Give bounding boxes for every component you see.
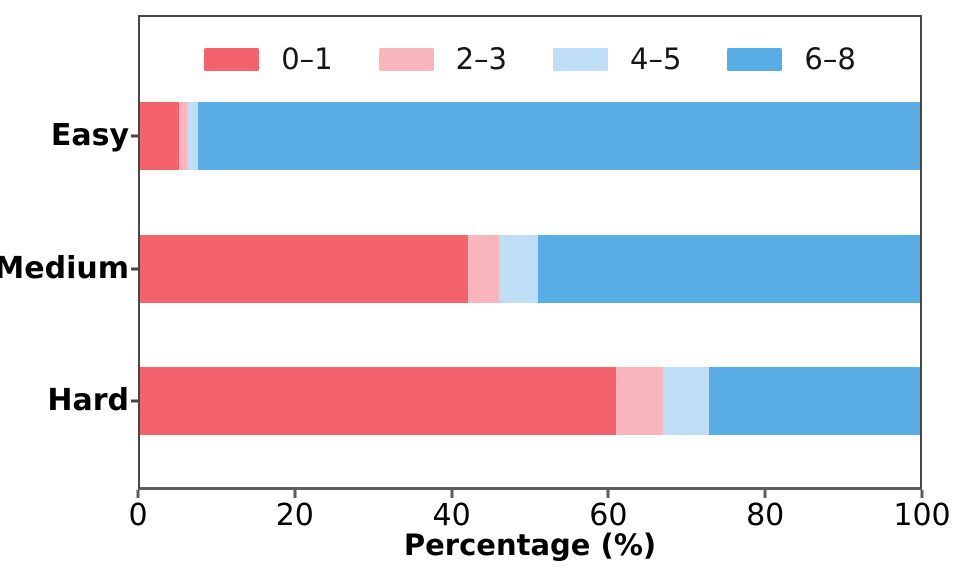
y-tick-label-easy: Easy: [50, 118, 129, 153]
legend-swatch-0-1: [204, 48, 260, 71]
bar-easy-segment-2-3: [179, 102, 187, 170]
bar-hard-segment-0-1: [140, 367, 616, 435]
bar-easy: [140, 102, 920, 170]
y-tick-label-medium: Medium: [0, 251, 129, 286]
legend-label-6-8: 6–8: [804, 42, 856, 76]
x-tick-label-60: 60: [589, 498, 628, 533]
bar-hard: [140, 367, 920, 435]
y-tick-mark-medium: [131, 267, 139, 271]
legend-label-4-5: 4–5: [630, 42, 682, 76]
x-tick-mark-40: [450, 490, 454, 498]
x-tick-label-0: 0: [128, 498, 148, 533]
x-tick-label-100: 100: [893, 498, 951, 533]
legend-item-2-3: 2–3: [378, 42, 507, 76]
bar-medium-segment-6-8: [537, 235, 920, 303]
bar-medium-segment-2-3: [467, 235, 499, 303]
bar-easy-segment-6-8: [198, 102, 920, 170]
bar-hard-segment-6-8: [709, 367, 920, 435]
x-tick-label-80: 80: [746, 498, 785, 533]
y-tick-label-hard: Hard: [47, 383, 129, 418]
legend-swatch-4-5: [553, 48, 608, 71]
x-tick-mark-80: [763, 490, 767, 498]
legend-swatch-2-3: [378, 48, 434, 71]
x-axis-title: Percentage (%): [403, 528, 657, 562]
y-axis: Easy Medium Hard: [0, 0, 139, 586]
y-tick-mark-hard: [131, 399, 139, 403]
bar-easy-segment-0-1: [140, 102, 179, 170]
y-tick-mark-easy: [131, 134, 139, 138]
x-tick-label-40: 40: [432, 498, 471, 533]
x-tick-label-20: 20: [275, 498, 314, 533]
x-tick-mark-100: [920, 490, 924, 498]
legend-item-6-8: 6–8: [727, 42, 856, 76]
legend-swatch-6-8: [727, 48, 783, 71]
x-tick-mark-20: [293, 490, 297, 498]
legend-item-4-5: 4–5: [553, 45, 681, 74]
x-tick-mark-60: [606, 490, 610, 498]
legend-item-0-1: 0–1: [204, 42, 333, 76]
plot-area: 0–1 2–3 4–5 6–8: [138, 15, 922, 490]
bar-hard-segment-4-5: [662, 367, 710, 435]
bar-hard-segment-2-3: [615, 367, 663, 435]
legend: 0–1 2–3 4–5 6–8: [140, 45, 920, 74]
x-tick-mark-0: [136, 490, 140, 498]
bar-medium-segment-0-1: [140, 235, 468, 303]
bar-medium-segment-4-5: [498, 235, 538, 303]
legend-label-2-3: 2–3: [455, 42, 507, 76]
legend-label-0-1: 0–1: [281, 42, 333, 76]
bar-easy-segment-4-5: [186, 102, 199, 170]
bar-medium: [140, 235, 920, 303]
x-axis: 0 20 40 60 80 100: [128, 490, 951, 533]
